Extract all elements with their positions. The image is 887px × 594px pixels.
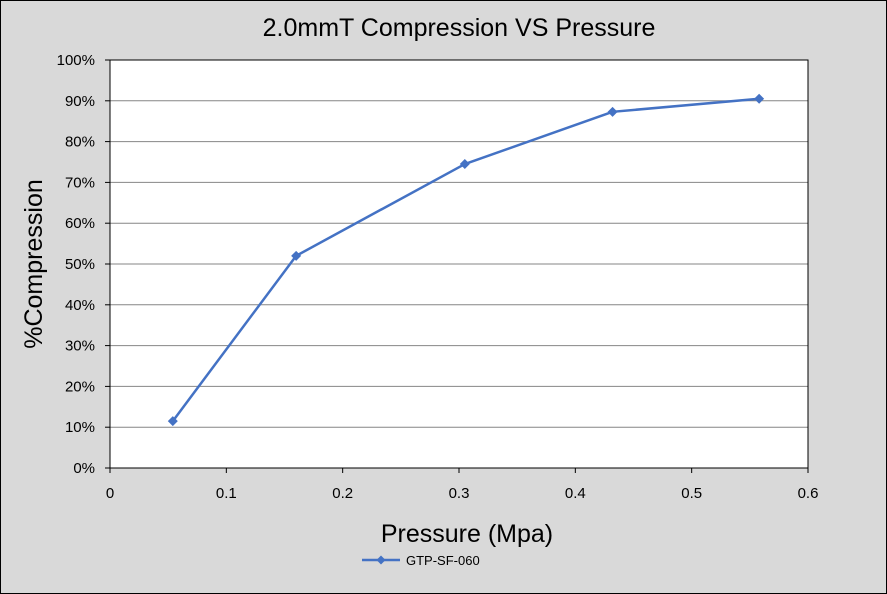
x-tick-label: 0.5	[681, 485, 702, 502]
y-tick-label: 90%	[65, 93, 95, 110]
data-point-marker	[459, 159, 470, 170]
chart-title: 2.0mmT Compression VS Pressure	[263, 14, 656, 42]
y-tick-label: 20%	[65, 378, 95, 395]
x-tick-label: 0.2	[332, 485, 353, 502]
legend-label: GTP-SF-060	[406, 553, 480, 568]
y-tick-label: 80%	[65, 134, 95, 151]
x-tick-label: 0.3	[449, 485, 470, 502]
data-point-marker	[607, 106, 618, 117]
x-tick-label: 0.6	[798, 485, 819, 502]
y-tick-label: 10%	[65, 419, 95, 436]
data-point-marker	[167, 416, 178, 427]
x-tick-labels: 0 0.1 0.2 0.3 0.4 0.5 0.6	[106, 485, 819, 502]
series-group	[167, 93, 765, 427]
y-axis-label: %Compression	[20, 179, 48, 349]
x-axis-label: Pressure (Mpa)	[381, 520, 553, 548]
y-tick-label: 70%	[65, 174, 95, 191]
y-tick-labels: 0% 10% 20% 30% 40% 50% 60% 70% 80% 90% 100%	[57, 52, 95, 477]
gridlines	[105, 59, 809, 473]
x-tick-label: 0.4	[565, 485, 586, 502]
y-tick-label: 40%	[65, 297, 95, 314]
legend: GTP-SF-060	[362, 553, 480, 568]
y-tick-label: 100%	[57, 52, 95, 69]
data-point-marker	[291, 250, 302, 261]
y-tick-label: 0%	[73, 460, 95, 477]
y-tick-label: 30%	[65, 338, 95, 355]
y-tick-label: 60%	[65, 215, 95, 232]
y-tick-label: 50%	[65, 256, 95, 273]
data-point-marker	[754, 93, 765, 104]
legend-marker	[376, 555, 386, 565]
x-tick-label: 0	[106, 485, 114, 502]
x-tick-label: 0.1	[216, 485, 237, 502]
